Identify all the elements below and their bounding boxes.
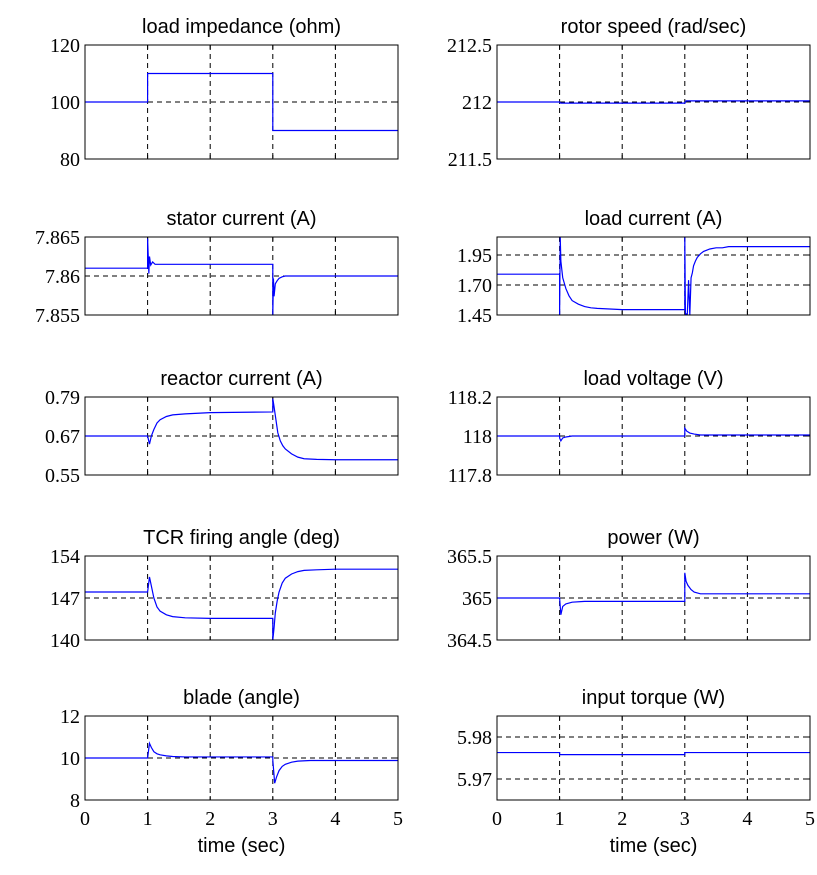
subplot-title: rotor speed (rad/sec) — [561, 16, 747, 38]
axes-frame — [496, 555, 811, 641]
series-line — [85, 568, 398, 640]
axes-frame — [496, 715, 811, 801]
y-tick-label: 1.45 — [457, 305, 492, 327]
x-tick-label: 3 — [268, 808, 278, 830]
y-tick-label: 0.55 — [45, 465, 80, 487]
x-tick-label: 2 — [617, 808, 627, 830]
x-tick-label: 3 — [680, 808, 690, 830]
subplot-10: input torque (W) 5.97 5.98 0 1 2 3 4 5 time (sec) — [457, 687, 815, 857]
y-tick-label: 147 — [50, 588, 80, 610]
subplot-title: reactor current (A) — [160, 368, 322, 390]
series-line — [497, 100, 810, 104]
y-tick-label: 10 — [60, 748, 80, 770]
x-tick-label: 0 — [492, 808, 502, 830]
axes-frame — [84, 715, 399, 801]
y-tick-label: 118.2 — [448, 387, 492, 409]
y-tick-label: 0.79 — [45, 387, 80, 409]
y-tick-label: 212 — [462, 92, 492, 114]
axes-frame — [84, 236, 399, 316]
y-tick-label: 140 — [50, 630, 80, 652]
axes-frame — [496, 44, 811, 160]
axes-frame — [496, 236, 811, 316]
subplot-title: TCR firing angle (deg) — [143, 527, 340, 549]
series-line — [85, 398, 398, 461]
x-tick-label: 0 — [80, 808, 90, 830]
series-line — [85, 72, 398, 132]
y-tick-label: 7.865 — [35, 227, 80, 249]
y-tick-label: 100 — [50, 92, 80, 114]
subplot-6: load voltage (V) 117.8 118 118.2 — [448, 368, 811, 487]
y-tick-label: 1.70 — [457, 275, 492, 297]
y-tick-label: 12 — [60, 706, 80, 728]
y-tick-label: 211.5 — [448, 149, 492, 171]
x-axis-label: time (sec) — [198, 835, 286, 857]
x-tick-label: 1 — [143, 808, 153, 830]
y-tick-label: 7.855 — [35, 305, 80, 327]
subplot-3: stator current (A) 7.855 7.86 7.865 — [35, 208, 399, 327]
series-line — [85, 238, 398, 315]
x-tick-label: 4 — [330, 808, 340, 830]
subplot-title: load impedance (ohm) — [142, 16, 341, 38]
series-line — [497, 426, 810, 443]
subplot-7: TCR firing angle (deg) 140 147 154 — [50, 527, 399, 652]
y-tick-label: 120 — [50, 35, 80, 57]
y-tick-label: 80 — [60, 149, 80, 171]
subplot-title: power (W) — [607, 527, 699, 549]
x-tick-label: 2 — [205, 808, 215, 830]
series-line — [497, 751, 810, 756]
x-axis-label: time (sec) — [610, 835, 698, 857]
subplot-4: load current (A) 1.45 1.70 1.95 — [457, 208, 811, 327]
y-tick-label: 118 — [463, 426, 492, 448]
y-tick-label: 364.5 — [447, 630, 492, 652]
y-tick-label: 1.95 — [457, 245, 492, 267]
x-tick-label: 5 — [805, 808, 815, 830]
y-tick-label: 5.98 — [457, 727, 492, 749]
x-tick-label: 4 — [742, 808, 752, 830]
subplot-title: load voltage (V) — [583, 368, 723, 390]
y-tick-label: 5.97 — [457, 769, 492, 791]
series-line — [497, 237, 810, 315]
subplot-2: rotor speed (rad/sec) 211.5 212 212.5 — [447, 16, 811, 171]
subplot-title: load current (A) — [585, 208, 723, 230]
y-tick-label: 117.8 — [448, 465, 492, 487]
axes-frame — [84, 555, 399, 641]
series-line — [85, 741, 398, 784]
y-tick-label: 212.5 — [447, 35, 492, 57]
y-tick-label: 154 — [50, 546, 80, 568]
series-line — [497, 572, 810, 615]
y-tick-label: 8 — [70, 790, 80, 812]
x-tick-label: 1 — [555, 808, 565, 830]
subplot-title: stator current (A) — [166, 208, 316, 230]
axes-frame — [84, 396, 399, 476]
subplot-1: load impedance (ohm) 80 100 120 — [50, 16, 399, 171]
y-tick-label: 365 — [462, 588, 492, 610]
axes-frame — [496, 396, 811, 476]
subplot-title: blade (angle) — [183, 687, 300, 709]
x-tick-label: 5 — [393, 808, 403, 830]
subplot-title: input torque (W) — [582, 687, 725, 709]
y-tick-label: 7.86 — [45, 266, 80, 288]
subplot-5: reactor current (A) 0.55 0.67 0.79 — [45, 368, 399, 487]
y-tick-label: 365.5 — [447, 546, 492, 568]
axes-frame — [84, 44, 399, 160]
subplot-8: power (W) 364.5 365 365.5 — [447, 527, 811, 652]
y-tick-label: 0.67 — [45, 426, 80, 448]
